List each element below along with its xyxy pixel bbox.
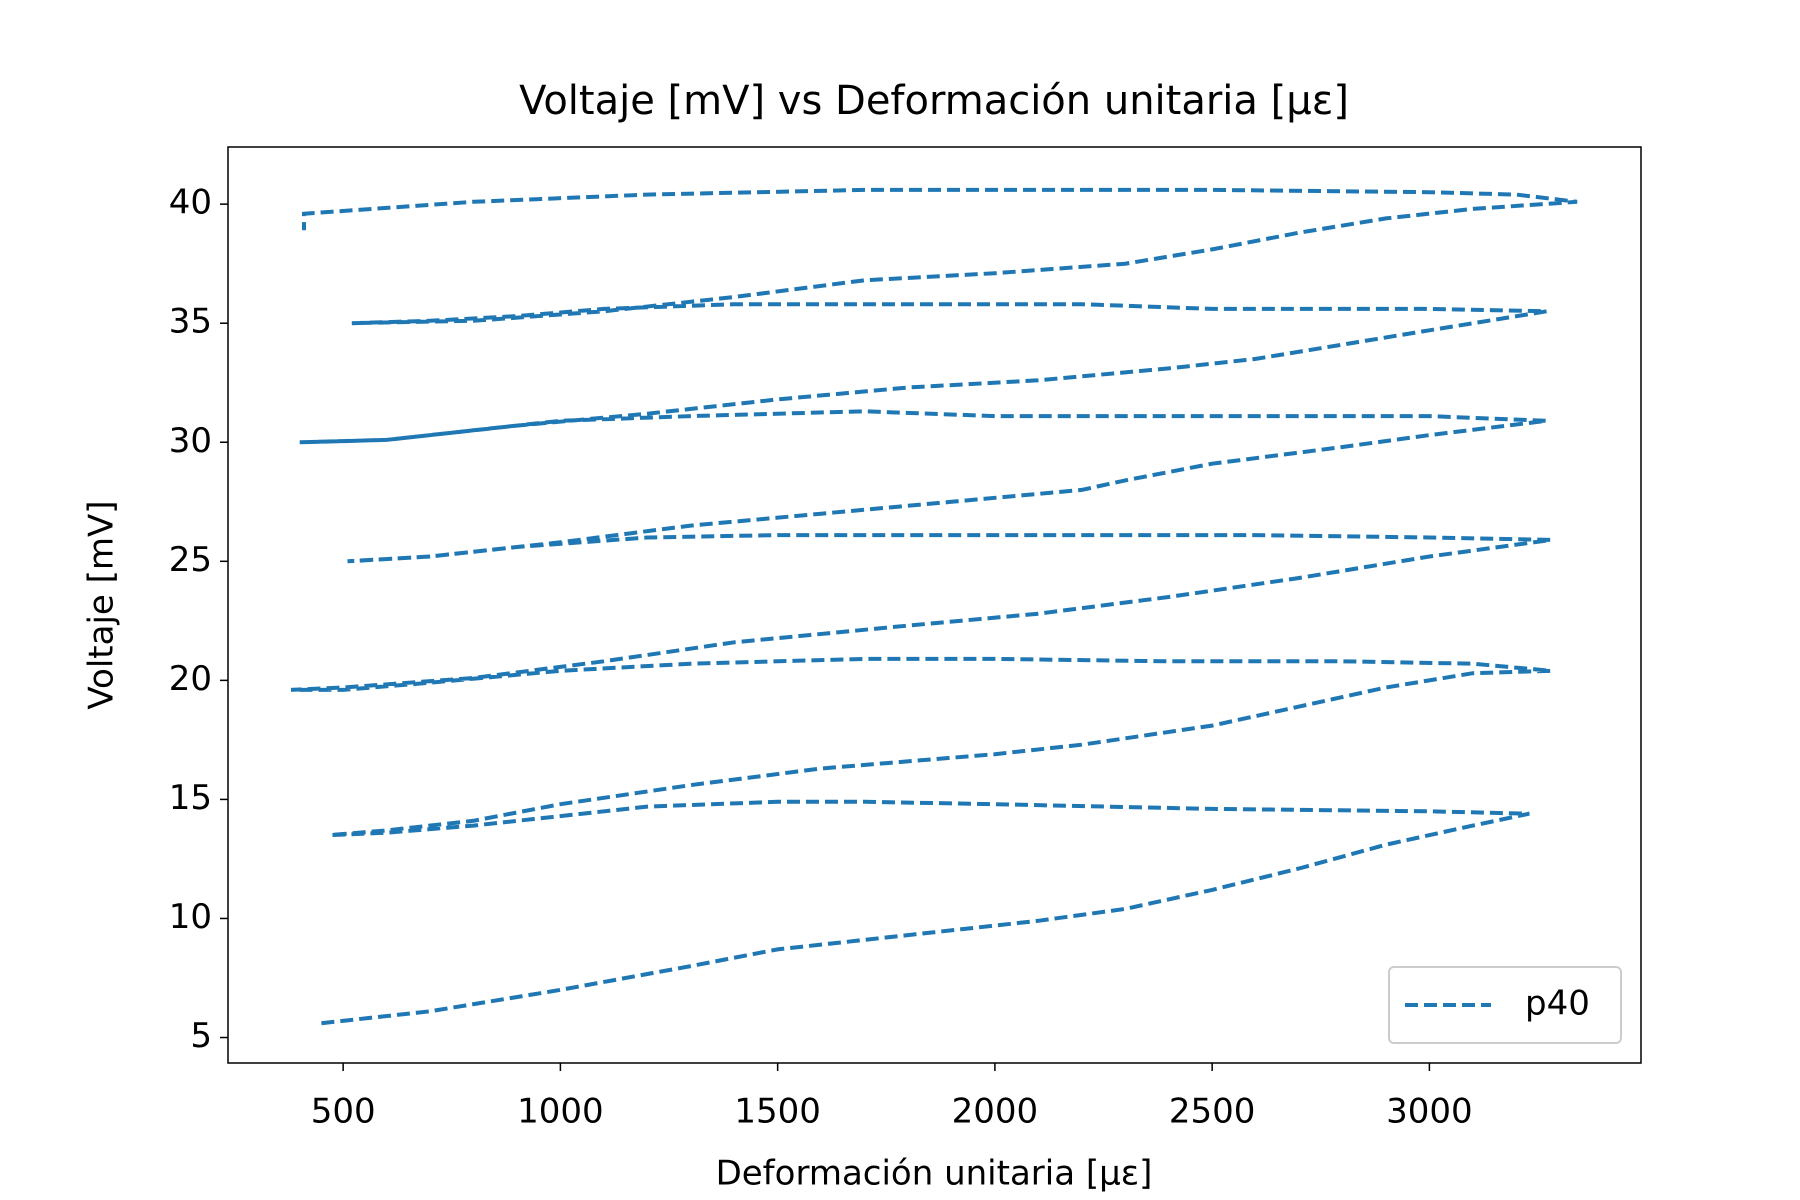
x-axis-label: Deformación unitaria [με] <box>716 1154 1153 1194</box>
y-axis-label: Voltaje [mV] <box>82 500 122 709</box>
x-tick-label: 3000 <box>1386 1092 1473 1132</box>
x-tick-label: 2000 <box>952 1092 1039 1132</box>
y-tick-label: 30 <box>169 421 212 461</box>
x-tick-label: 2500 <box>1169 1092 1256 1132</box>
legend-label: p40 <box>1525 984 1590 1024</box>
y-tick-label: 15 <box>169 778 212 818</box>
y-tick-label: 35 <box>169 302 212 342</box>
x-tick-label: 500 <box>311 1092 376 1132</box>
y-tick-label: 25 <box>169 540 212 580</box>
y-tick-label: 10 <box>169 897 212 937</box>
y-tick-label: 5 <box>190 1016 212 1056</box>
legend-box <box>1388 966 1622 1044</box>
chart-title: Voltaje [mV] vs Deformación unitaria [με… <box>519 78 1349 124</box>
y-tick-label: 20 <box>169 659 212 699</box>
y-tick-label: 40 <box>169 183 212 223</box>
data-line <box>290 187 1578 1026</box>
x-tick-label: 1000 <box>517 1092 604 1132</box>
plot-frame <box>227 146 1642 1064</box>
x-tick-label: 1500 <box>734 1092 821 1132</box>
